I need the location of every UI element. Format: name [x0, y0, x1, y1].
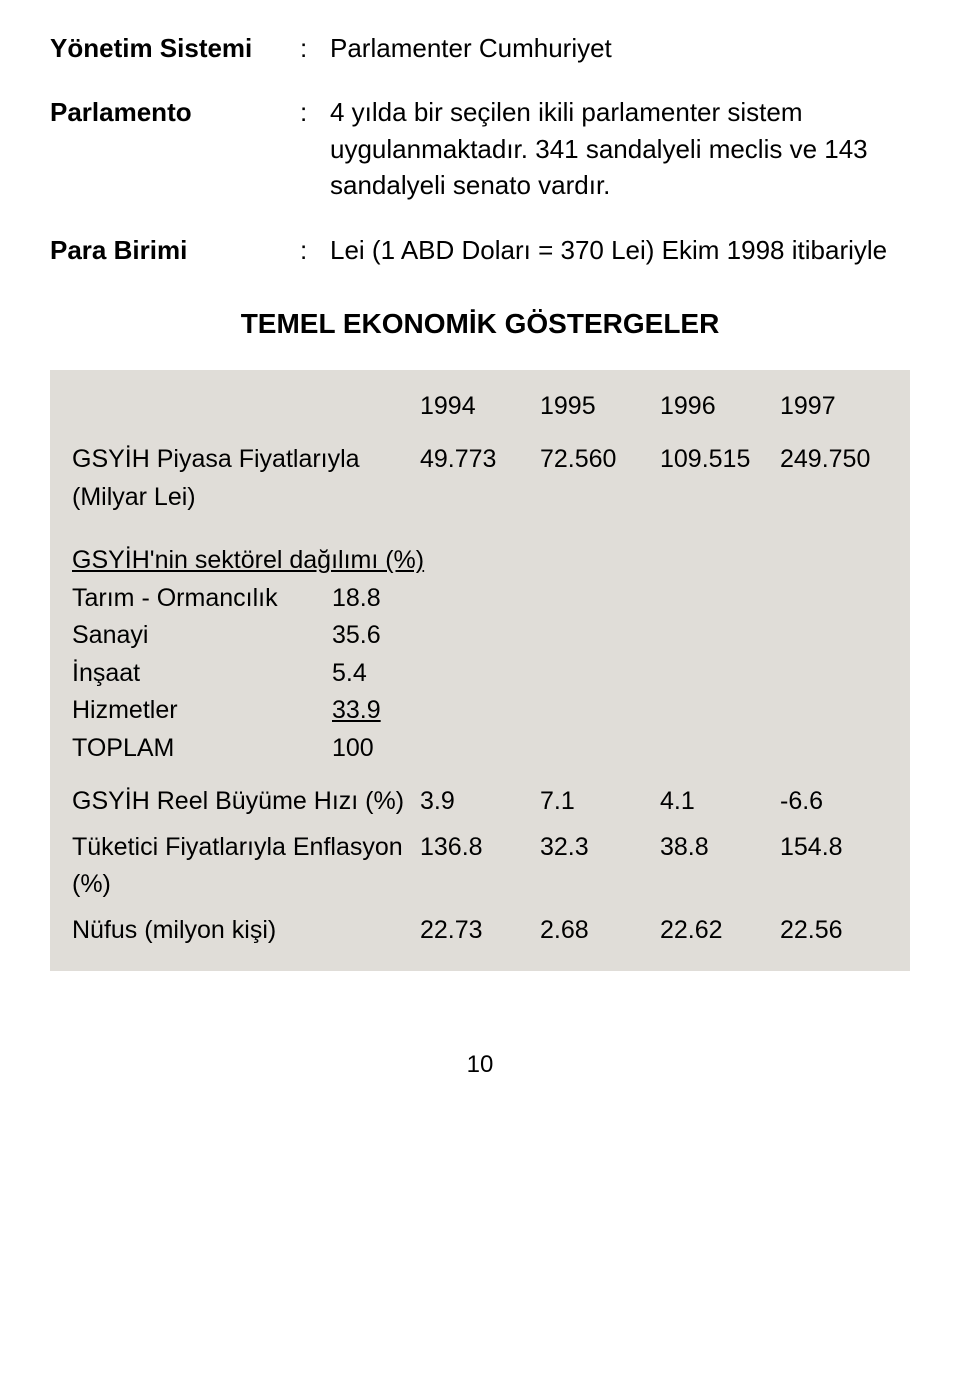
- row-value: 22.62: [648, 912, 768, 950]
- row-value: 2.68: [528, 912, 648, 950]
- definition-label: Yönetim Sistemi: [50, 30, 300, 66]
- sector-row: TOPLAM 100: [72, 730, 888, 768]
- row-value: 32.3: [528, 829, 648, 867]
- row-label: Tüketici Fiyatlarıyla Enflasyon (%): [72, 829, 408, 904]
- row-label: GSYİH Piyasa Fiyatlarıyla (Milyar Lei): [72, 441, 408, 516]
- row-value: -6.6: [768, 783, 888, 821]
- sector-row: İnşaat 5.4: [72, 655, 888, 693]
- row-value: 22.73: [408, 912, 528, 950]
- row-value: 109.515: [648, 441, 768, 479]
- definition-row: Parlamento : 4 yılda bir seçilen ikili p…: [50, 94, 910, 203]
- row-value: 3.9: [408, 783, 528, 821]
- sector-row: Sanayi 35.6: [72, 617, 888, 655]
- section-title: TEMEL EKONOMİK GÖSTERGELER: [50, 308, 910, 340]
- definition-row: Yönetim Sistemi : Parlamenter Cumhuriyet: [50, 30, 910, 66]
- row-value: 4.1: [648, 783, 768, 821]
- table-row: Tüketici Fiyatlarıyla Enflasyon (%) 136.…: [72, 829, 888, 904]
- sector-label: Tarım - Ormancılık: [72, 580, 332, 618]
- row-value: 249.750: [768, 441, 888, 479]
- definition-value: 4 yılda bir seçilen ikili parlamenter si…: [330, 94, 910, 203]
- sector-row: Tarım - Ormancılık 18.8: [72, 580, 888, 618]
- row-label: GSYİH Reel Büyüme Hızı (%): [72, 783, 408, 821]
- table-row: GSYİH Reel Büyüme Hızı (%) 3.9 7.1 4.1 -…: [72, 783, 888, 821]
- sector-value: 33.9: [332, 692, 412, 730]
- row-value: 154.8: [768, 829, 888, 867]
- sector-distribution-title: GSYİH'nin sektörel dağılımı (%): [72, 542, 888, 580]
- sector-value: 5.4: [332, 655, 412, 693]
- row-value: 49.773: [408, 441, 528, 479]
- year-col: 1997: [768, 388, 888, 426]
- definition-row: Para Birimi : Lei (1 ABD Doları = 370 Le…: [50, 232, 910, 268]
- table-row: Nüfus (milyon kişi) 22.73 2.68 22.62 22.…: [72, 912, 888, 950]
- definition-value: Lei (1 ABD Doları = 370 Lei) Ekim 1998 i…: [330, 232, 910, 268]
- table-row: GSYİH Piyasa Fiyatlarıyla (Milyar Lei) 4…: [72, 441, 888, 516]
- row-value: 136.8: [408, 829, 528, 867]
- sector-value: 100: [332, 730, 412, 768]
- sector-label: Hizmetler: [72, 692, 332, 730]
- indicators-table: 1994 1995 1996 1997 GSYİH Piyasa Fiyatla…: [50, 370, 910, 972]
- row-value: 38.8: [648, 829, 768, 867]
- year-col: 1996: [648, 388, 768, 426]
- sector-label: Sanayi: [72, 617, 332, 655]
- sector-value: 18.8: [332, 580, 412, 618]
- sector-label: İnşaat: [72, 655, 332, 693]
- year-col: 1995: [528, 388, 648, 426]
- row-label: Nüfus (milyon kişi): [72, 912, 408, 950]
- definition-label: Parlamento: [50, 94, 300, 203]
- page-number: 10: [50, 1051, 910, 1079]
- table-header-row: 1994 1995 1996 1997: [72, 388, 888, 426]
- row-value: 22.56: [768, 912, 888, 950]
- definition-label: Para Birimi: [50, 232, 300, 268]
- definition-colon: :: [300, 30, 330, 66]
- row-value: 72.560: [528, 441, 648, 479]
- year-col: 1994: [408, 388, 528, 426]
- sector-value: 35.6: [332, 617, 412, 655]
- definition-colon: :: [300, 232, 330, 268]
- sector-row: Hizmetler 33.9: [72, 692, 888, 730]
- row-value: 7.1: [528, 783, 648, 821]
- definition-value: Parlamenter Cumhuriyet: [330, 30, 910, 66]
- sector-label: TOPLAM: [72, 730, 332, 768]
- definition-colon: :: [300, 94, 330, 203]
